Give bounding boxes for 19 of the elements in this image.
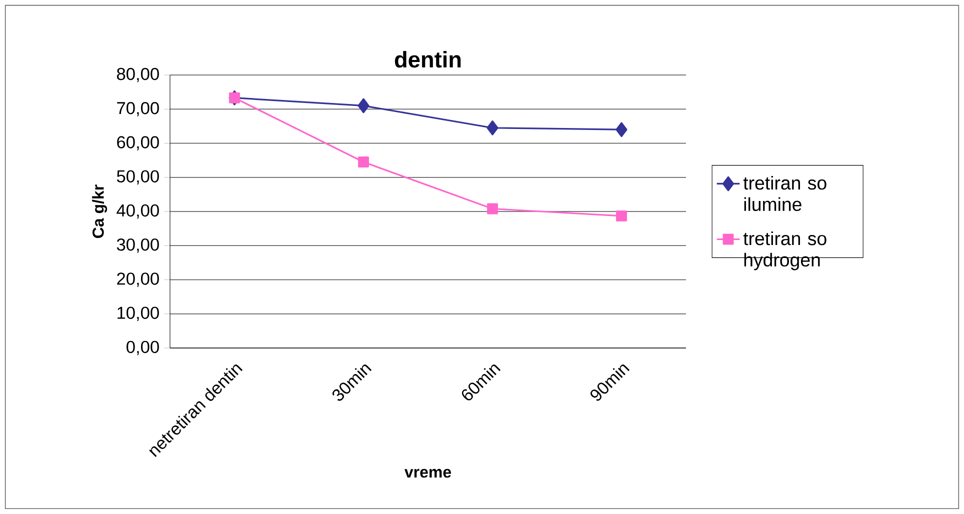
point bbox=[358, 156, 369, 168]
y-tick-label: 40,00 bbox=[116, 204, 159, 219]
y-tick-label: 0,00 bbox=[126, 340, 159, 356]
y-tick-label: 50,00 bbox=[116, 170, 159, 185]
y-tick-label: 10,00 bbox=[118, 306, 159, 322]
x-axis-title: vreme bbox=[404, 468, 452, 478]
legend-label: tretiran so ilumine bbox=[743, 176, 826, 212]
y-tick-label: 60,00 bbox=[117, 136, 159, 150]
point bbox=[487, 203, 498, 214]
y-axis-title: Ca g/kr bbox=[92, 184, 108, 238]
y-tick-label: 20,00 bbox=[117, 272, 159, 287]
point bbox=[358, 98, 370, 114]
y-tick-label: 30,00 bbox=[116, 238, 159, 253]
y-tick-label: 70,00 bbox=[117, 102, 159, 116]
y-tick-label: 80,00 bbox=[116, 68, 159, 82]
chart-title: dentin bbox=[394, 50, 461, 68]
point bbox=[616, 122, 628, 138]
point bbox=[486, 120, 498, 136]
point bbox=[616, 210, 627, 222]
